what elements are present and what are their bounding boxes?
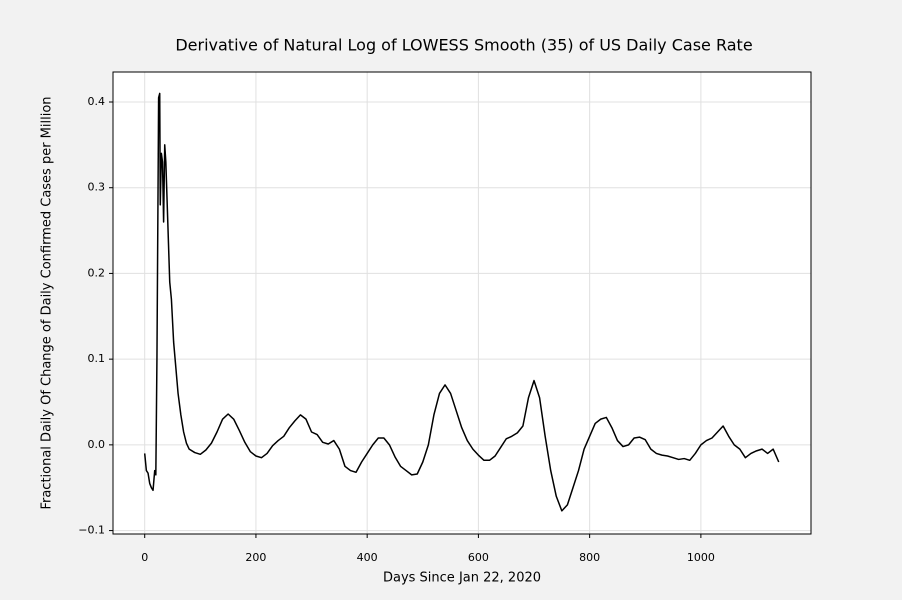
plot-border [112, 71, 812, 535]
x-tick-label: 200 [245, 551, 266, 564]
y-axis-label: Fractional Daily Of Change of Daily Conf… [40, 96, 55, 509]
x-axis-label: Days Since Jan 22, 2020 [383, 571, 541, 586]
x-tick-label: 800 [579, 551, 600, 564]
y-tick-label: −0.1 [78, 524, 105, 537]
chart-title: Derivative of Natural Log of LOWESS Smoo… [175, 36, 752, 55]
y-tick-label: 0.4 [88, 95, 106, 108]
y-tick-label: 0.0 [88, 438, 106, 451]
y-tick-label: 0.1 [88, 352, 106, 365]
x-tick-label: 1000 [687, 551, 715, 564]
y-tick-label: 0.2 [88, 266, 106, 279]
y-tick-label: 0.3 [88, 181, 106, 194]
x-tick-label: 400 [357, 551, 378, 564]
data-line [143, 92, 780, 512]
plot-area [113, 72, 811, 534]
x-tick-label: 600 [468, 551, 489, 564]
x-tick-label: 0 [141, 551, 148, 564]
